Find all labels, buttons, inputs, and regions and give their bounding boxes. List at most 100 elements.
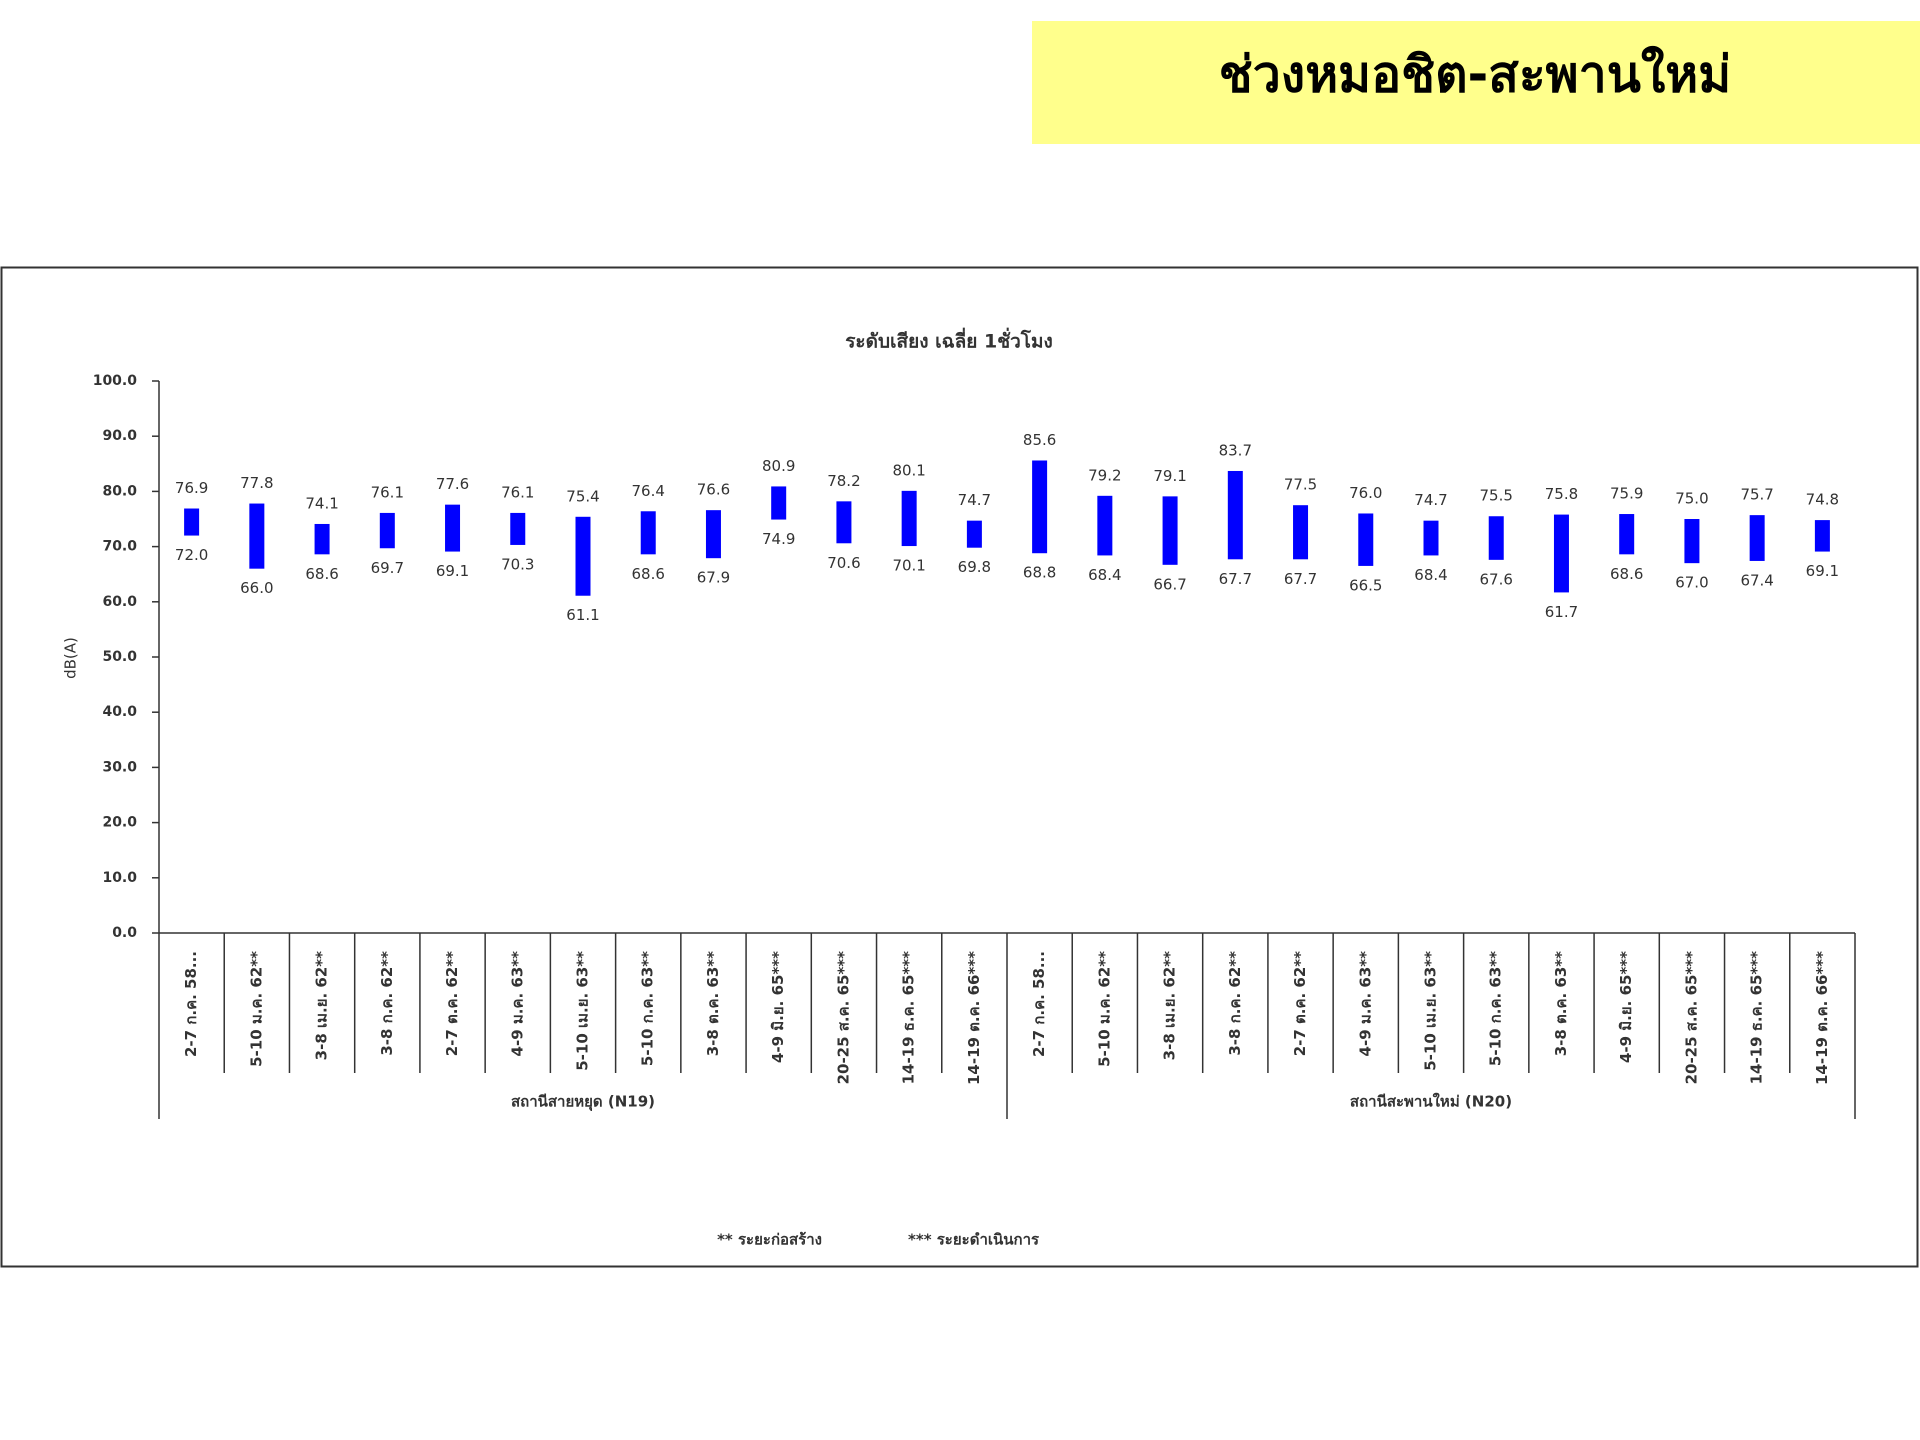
low-label: 68.4 bbox=[1414, 566, 1447, 584]
x-tick-label: 4-9 มิ.ย. 65*** bbox=[769, 951, 787, 1063]
high-label: 77.6 bbox=[436, 475, 469, 493]
low-label: 66.5 bbox=[1349, 576, 1382, 594]
high-label: 83.7 bbox=[1219, 441, 1252, 459]
x-tick-label: 2-7 ก.ค. 58... bbox=[1030, 951, 1048, 1057]
low-label: 68.8 bbox=[1023, 564, 1056, 582]
range-bar bbox=[575, 516, 591, 596]
low-label: 69.1 bbox=[436, 562, 469, 580]
range-bar bbox=[1814, 520, 1830, 552]
low-label: 66.0 bbox=[240, 579, 273, 597]
low-label: 67.6 bbox=[1480, 570, 1513, 588]
high-label: 78.2 bbox=[827, 472, 860, 490]
high-label: 80.9 bbox=[762, 457, 795, 475]
low-label: 70.1 bbox=[892, 557, 925, 575]
x-tick-label: 20-25 ส.ค. 65*** bbox=[834, 951, 852, 1085]
high-label: 75.7 bbox=[1740, 486, 1773, 504]
x-tick-label: 4-9 ม.ค. 63** bbox=[1356, 951, 1374, 1057]
high-label: 77.8 bbox=[240, 474, 273, 492]
x-tick-label: 14-19 ต.ค. 66*** bbox=[965, 951, 983, 1085]
high-label: 76.4 bbox=[632, 482, 665, 500]
x-tick-label: 5-10 เม.ย. 63** bbox=[574, 951, 592, 1071]
range-bar bbox=[1097, 495, 1113, 556]
range-bar bbox=[836, 501, 852, 544]
y-tick-label: 60.0 bbox=[102, 594, 137, 610]
chart-frame bbox=[0, 266, 1919, 1268]
x-tick-label: 4-9 มิ.ย. 65*** bbox=[1617, 951, 1635, 1063]
low-label: 74.9 bbox=[762, 530, 795, 548]
low-label: 70.3 bbox=[501, 555, 534, 573]
high-label: 75.4 bbox=[566, 487, 599, 505]
range-bar bbox=[1553, 514, 1569, 593]
high-label: 76.1 bbox=[371, 483, 404, 501]
x-tick-label: 3-8 เม.ย. 62** bbox=[313, 951, 331, 1060]
low-label: 66.7 bbox=[1153, 575, 1186, 593]
y-tick-label: 100.0 bbox=[93, 373, 138, 389]
x-tick-label: 3-8 เม.ย. 62** bbox=[1161, 951, 1179, 1060]
low-label: 67.0 bbox=[1675, 574, 1708, 592]
y-tick-label: 0.0 bbox=[112, 925, 137, 941]
range-bar bbox=[1293, 505, 1309, 560]
range-bar bbox=[249, 503, 265, 569]
low-label: 67.7 bbox=[1284, 570, 1317, 588]
range-bar bbox=[379, 512, 395, 549]
low-label: 67.7 bbox=[1219, 570, 1252, 588]
y-axis-label: dB(A) bbox=[62, 637, 80, 679]
range-bar bbox=[705, 510, 721, 559]
y-tick-label: 90.0 bbox=[102, 428, 137, 444]
low-label: 68.4 bbox=[1088, 566, 1121, 584]
low-label: 69.7 bbox=[371, 559, 404, 577]
x-tick-label: 5-10 เม.ย. 63** bbox=[1422, 951, 1440, 1071]
footnote: ** ระยะก่อสร้าง bbox=[717, 1231, 822, 1249]
range-bar bbox=[966, 520, 982, 548]
chart-title: ระดับเสียง เฉลี่ย 1ชั่วโมง bbox=[845, 328, 1053, 353]
high-label: 74.1 bbox=[305, 494, 338, 512]
y-tick-label: 20.0 bbox=[102, 815, 137, 831]
header-box bbox=[1032, 21, 1920, 144]
range-bar bbox=[510, 512, 526, 545]
range-bar bbox=[1032, 460, 1048, 554]
range-bar bbox=[314, 523, 330, 555]
y-tick-label: 10.0 bbox=[102, 870, 137, 886]
range-bar bbox=[184, 508, 200, 536]
high-label: 79.1 bbox=[1153, 467, 1186, 485]
range-bar bbox=[445, 504, 461, 552]
x-tick-label: 5-10 ม.ค. 62** bbox=[247, 951, 265, 1067]
high-label: 77.5 bbox=[1284, 476, 1317, 494]
y-tick-label: 40.0 bbox=[102, 704, 137, 720]
x-tick-label: 14-19 ต.ค. 66*** bbox=[1813, 951, 1831, 1085]
x-tick-label: 14-19 ธ.ค. 65*** bbox=[900, 951, 918, 1085]
x-tick-label: 5-10 ก.ค. 63** bbox=[1487, 951, 1505, 1066]
high-label: 75.5 bbox=[1480, 487, 1513, 505]
low-label: 68.6 bbox=[632, 565, 665, 583]
low-label: 69.1 bbox=[1806, 562, 1839, 580]
high-label: 76.9 bbox=[175, 479, 208, 497]
low-label: 68.6 bbox=[1610, 565, 1643, 583]
y-tick-label: 30.0 bbox=[102, 759, 137, 775]
range-bar bbox=[1358, 513, 1374, 566]
range-bar bbox=[1423, 520, 1439, 556]
range-bar bbox=[1488, 516, 1504, 560]
x-tick-label: 14-19 ธ.ค. 65*** bbox=[1748, 951, 1766, 1085]
high-label: 80.1 bbox=[892, 461, 925, 479]
range-bar bbox=[640, 511, 656, 555]
x-tick-label: 3-8 ต.ค. 63** bbox=[704, 951, 722, 1056]
x-tick-label: 4-9 ม.ค. 63** bbox=[508, 951, 526, 1057]
low-label: 70.6 bbox=[827, 554, 860, 572]
x-tick-label: 3-8 ก.ค. 62** bbox=[378, 951, 396, 1056]
x-tick-label: 2-7 ต.ค. 62** bbox=[443, 951, 461, 1056]
footnote: *** ระยะดำเนินการ bbox=[908, 1231, 1040, 1249]
low-label: 61.7 bbox=[1545, 603, 1578, 621]
high-label: 76.0 bbox=[1349, 484, 1382, 502]
x-tick-label: 5-10 ก.ค. 63** bbox=[639, 951, 657, 1066]
y-tick-label: 70.0 bbox=[102, 539, 137, 555]
group-label: สถานีสายหยุด (N19) bbox=[511, 1093, 655, 1112]
range-bar bbox=[1162, 496, 1178, 565]
range-bar bbox=[1619, 514, 1635, 555]
range-bar bbox=[1749, 515, 1765, 561]
x-tick-label: 2-7 ก.ค. 58... bbox=[182, 951, 200, 1057]
high-label: 75.0 bbox=[1675, 490, 1708, 508]
group-label: สถานีสะพานใหม่ (N20) bbox=[1350, 1093, 1512, 1111]
x-tick-label: 3-8 ต.ค. 63** bbox=[1552, 951, 1570, 1056]
high-label: 85.6 bbox=[1023, 431, 1056, 449]
